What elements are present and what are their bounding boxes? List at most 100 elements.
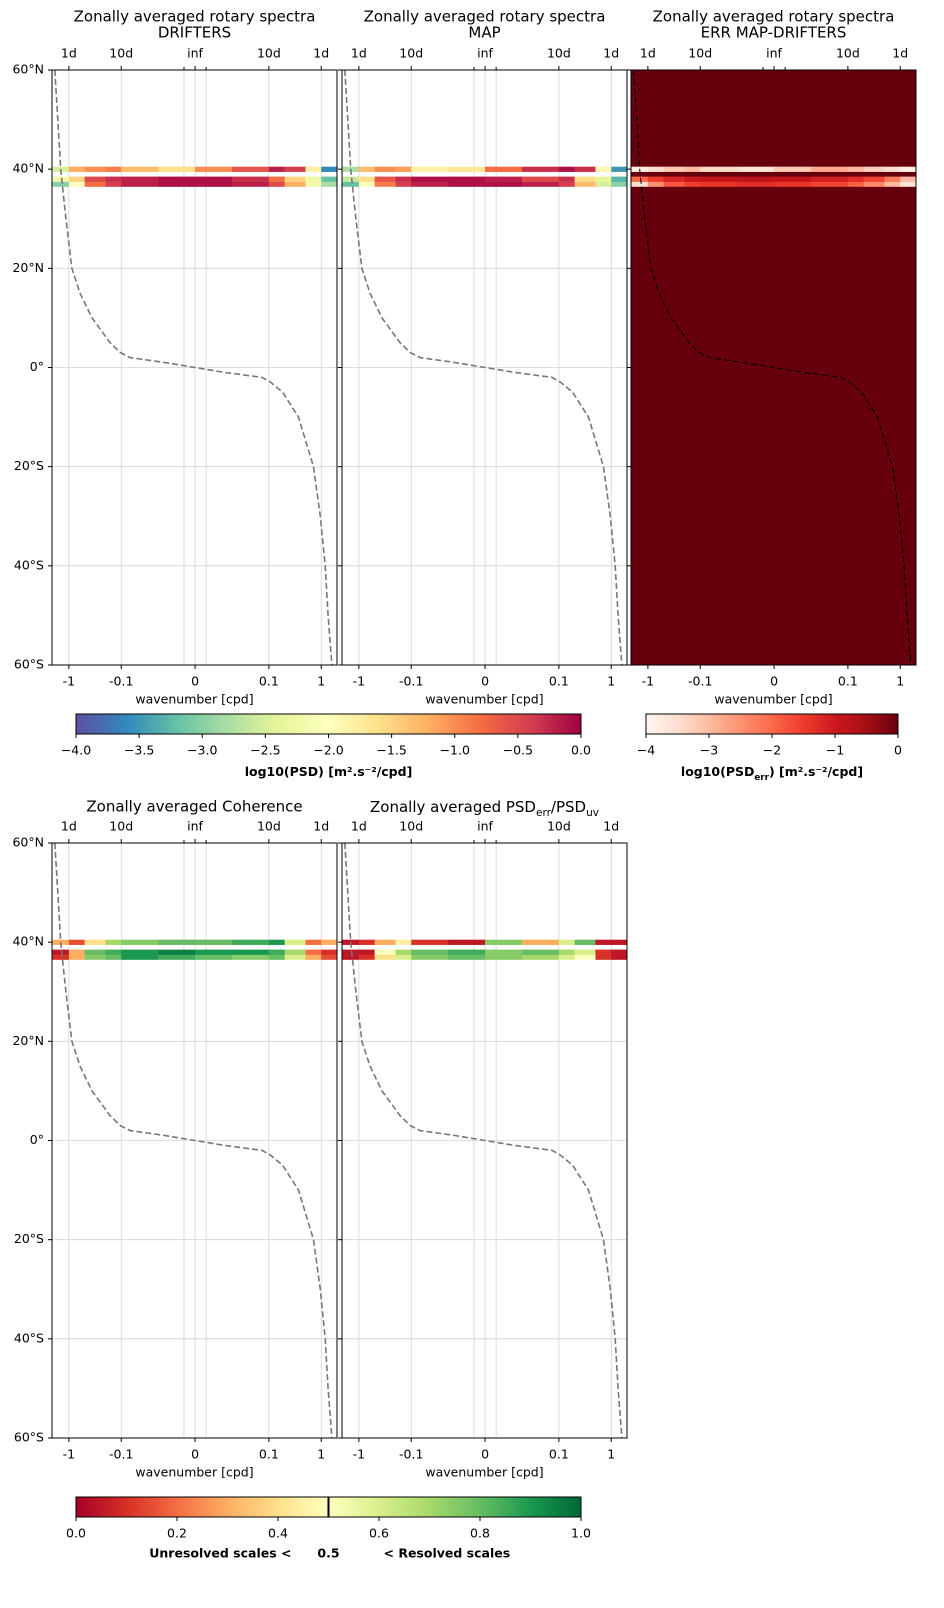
heatmap-cell [52,176,70,182]
colorbar-tick-label: −2 [763,743,781,758]
heatmap-cell [647,166,664,172]
heatmap-cell [68,166,85,172]
heatmap-cell [105,181,122,187]
colorbar-tick-label: 0 [894,743,902,758]
y-tick-label: 20°S [14,458,44,473]
heatmap-cell [611,949,628,955]
heatmap-cell [342,181,360,187]
panel-subtitle: MAP [468,24,500,42]
heatmap-cell [647,176,664,182]
heatmap-cell [847,166,864,172]
heatmap-cell [847,181,864,187]
heatmap-cell [411,166,449,172]
heatmap-cell [284,939,306,945]
heatmap-cell [900,176,917,182]
heatmap-cell [231,954,270,960]
colorbar-tick-label: −0.5 [503,743,533,758]
heatmap-cell [395,954,412,960]
heatmap-cell [195,949,233,955]
heatmap-cell [358,181,375,187]
heatmap-cell [684,181,701,187]
heatmap-cell [268,181,285,187]
colorbar-tick-label: −3 [700,743,718,758]
heatmap-cell [305,176,322,182]
x2-tick-label: 10d [836,46,860,61]
colorbar-label: log10(PSDerr) [m².s⁻²/cpd] [681,764,863,783]
heatmap-cell [700,166,738,172]
colorbar: 0.0 0.2 0.4 0.6 0.8 1.0 0.5 Unresolved scales <… [66,1496,591,1561]
heatmap-cell [810,181,849,187]
x-axis-label: wavenumber [cpd] [425,1465,543,1480]
colorbar-tick-label: −1 [826,743,844,758]
x2-tick-label: inf [477,819,493,834]
heatmap-cell [121,181,159,187]
y-tick-label: 60°S [14,657,44,672]
heatmap-cell [774,176,812,182]
colorbar-tick-label: −2.0 [313,743,343,758]
x2-tick-label: 1d [892,46,908,61]
dashed-curve [344,842,623,1439]
colorbar-tick-label: 1.0 [571,1526,591,1541]
x2-tick-label: 1d [603,46,619,61]
heatmap-cell [268,949,285,955]
x2-tick-label: inf [477,46,493,61]
heatmap-cell [84,949,106,955]
heatmap-cell [158,939,196,945]
x-tick-label: 0.1 [259,674,279,689]
heatmap-cell [105,176,122,182]
heatmap-cell [321,176,338,182]
heatmap-cell [737,181,775,187]
heatmap-cell [342,176,360,182]
panel-title: Zonally averaged PSDerr/PSDuv [370,798,599,820]
x-tick-label: 0 [481,674,489,689]
x-tick-label: 0 [191,674,199,689]
x-tick-label: 0.1 [259,1447,279,1462]
heatmap-cell [485,939,523,945]
heatmap-cell [305,181,322,187]
colorbar-tick-label: −2.5 [250,743,280,758]
heatmap-cell [485,176,523,182]
colorbar-tick-label: 0.2 [167,1526,187,1541]
x2-tick-label: 1d [313,46,329,61]
heatmap-cell [631,176,649,182]
x-tick-label: 1 [317,674,325,689]
heatmap-cell [284,176,306,182]
heatmap-cell [595,954,612,960]
heatmap-cell [611,166,628,172]
heatmap-cell [268,954,285,960]
heatmap-cell [68,949,85,955]
heatmap-cell [158,949,196,955]
x-tick-label: 0 [481,1447,489,1462]
x-tick-label: -1 [642,674,654,689]
heatmap-cell [663,181,685,187]
x-tick-label: 0 [770,674,778,689]
colorbar: −4.0 −3.5 −3.0 −2.5 −2.0 −1.5 −1.0 −0.5 0.0 log10… [61,713,591,779]
y-tick-label: 0° [30,359,44,374]
heatmap-cell [611,939,628,945]
heatmap-cell [231,949,270,955]
x-tick-label: -1 [353,1447,365,1462]
heatmap-cell [448,166,486,172]
heatmap-cell [684,166,701,172]
x-tick-label: 1 [607,1447,615,1462]
y-tick-label: 20°N [12,260,44,275]
heatmap-cell [521,181,560,187]
x-tick-label: 0.1 [549,1447,569,1462]
heatmap-cell [305,166,322,172]
heatmap-cell [321,949,338,955]
x-tick-label: -0.1 [399,1447,423,1462]
heatmap-cell [485,954,523,960]
heatmap-cell [395,176,412,182]
heatmap-cell [121,949,159,955]
x2-tick-label: 1d [351,819,367,834]
heatmap-cell [68,954,85,960]
x2-tick-label: inf [187,819,203,834]
heatmap-cell [121,939,159,945]
colorbar: −4 −3 −2 −1 0 log10(PSDerr) [m².s⁻²/cpd] [637,713,902,783]
heatmap-cell [558,176,575,182]
heatmap-cell [611,954,628,960]
text-part: Zonally averaged PSD [370,798,536,816]
heatmap-cell [284,166,306,172]
heatmap-cell [810,176,849,182]
x2-tick-label: 10d [547,819,571,834]
